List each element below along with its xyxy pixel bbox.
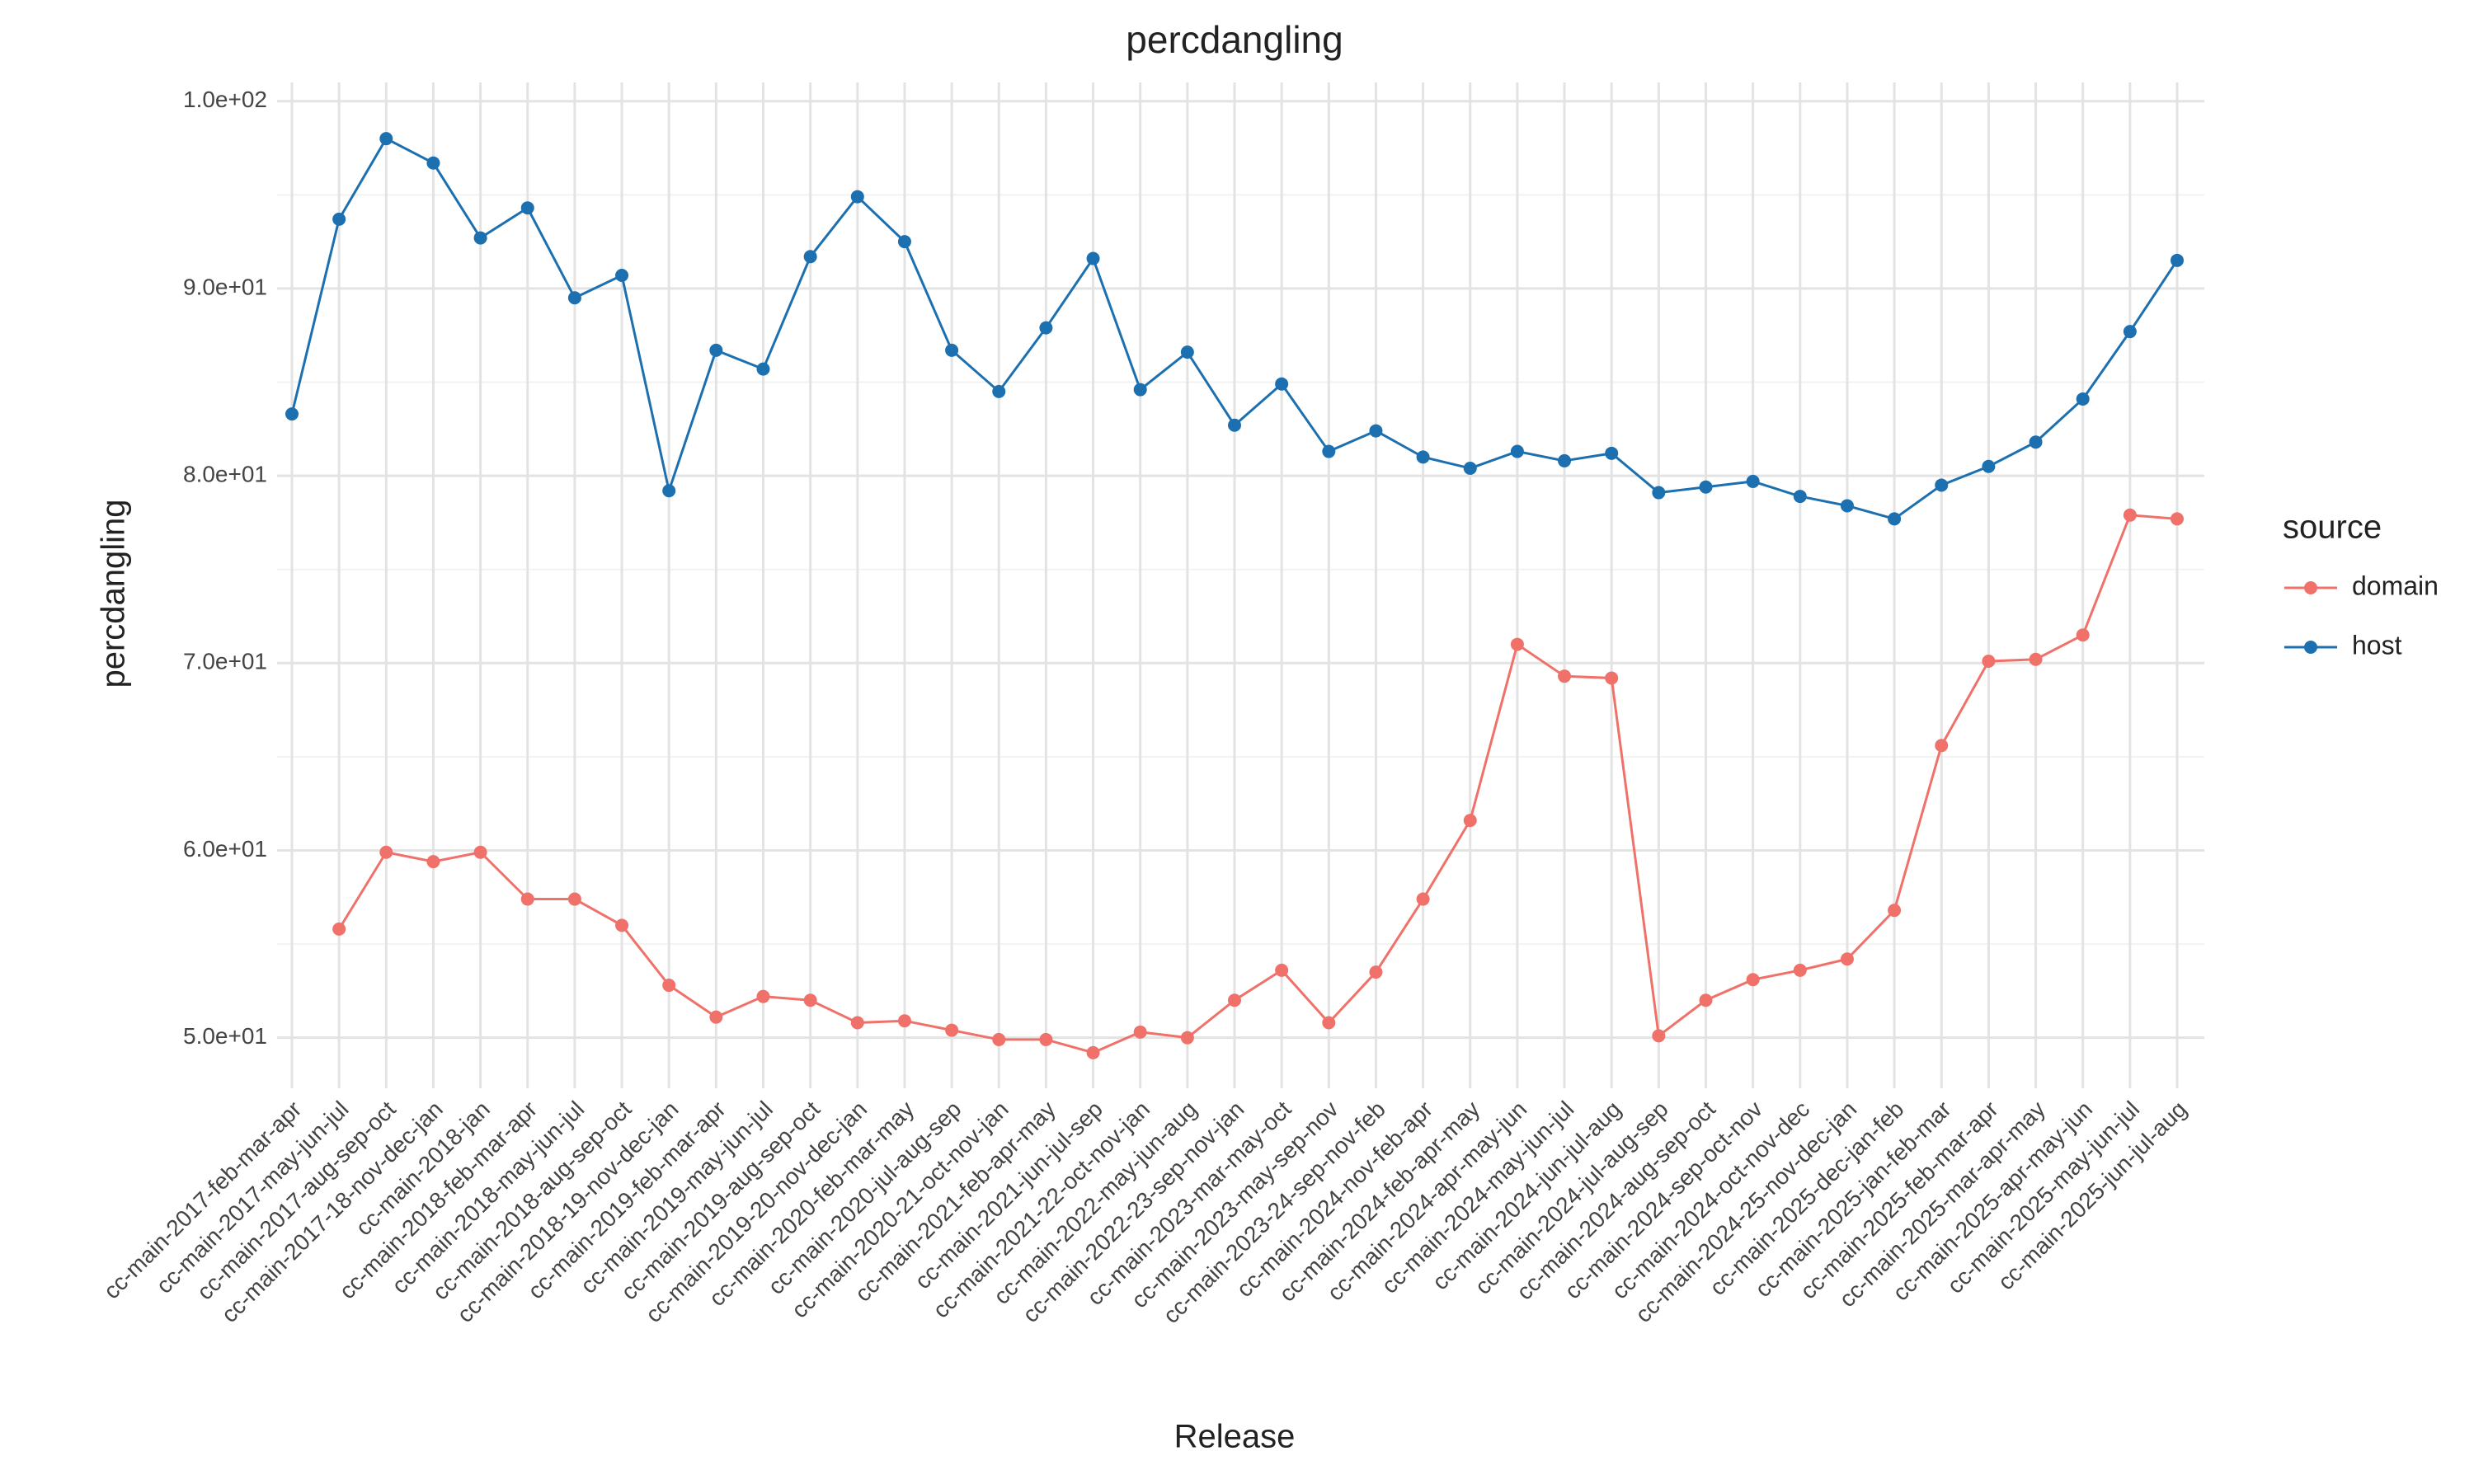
- data-point: [2076, 628, 2090, 642]
- y-tick-label: 8.0e+01: [183, 461, 267, 486]
- data-point: [1133, 1025, 1147, 1039]
- data-point: [709, 1010, 723, 1024]
- data-point: [2123, 508, 2137, 522]
- data-point: [992, 1032, 1006, 1046]
- data-point: [332, 212, 346, 226]
- data-point: [1510, 444, 1524, 458]
- data-point: [1322, 444, 1336, 458]
- data-point: [1369, 424, 1383, 438]
- data-point: [1275, 377, 1289, 391]
- legend-title: source: [2283, 510, 2382, 546]
- data-point: [1086, 1045, 1100, 1059]
- data-point: [1039, 321, 1053, 335]
- data-point: [426, 156, 440, 170]
- data-point: [2171, 512, 2184, 526]
- data-point: [1935, 478, 1949, 492]
- data-point: [1228, 418, 1241, 432]
- data-point: [1275, 963, 1289, 977]
- data-point: [1558, 669, 1572, 683]
- data-point: [615, 918, 629, 932]
- data-point: [1180, 345, 1194, 359]
- data-point: [803, 250, 817, 264]
- y-axis-title: percdangling: [96, 499, 132, 688]
- data-point: [897, 1014, 911, 1028]
- data-point: [1416, 450, 1430, 464]
- data-point: [662, 484, 676, 498]
- data-point: [803, 993, 817, 1007]
- legend-label: host: [2352, 630, 2402, 660]
- data-point: [1605, 671, 1619, 685]
- data-point: [1510, 637, 1524, 651]
- data-point: [992, 384, 1006, 398]
- data-point: [1463, 462, 1477, 476]
- legend-label: domain: [2352, 571, 2439, 600]
- data-point: [1369, 965, 1383, 979]
- data-point: [332, 922, 346, 936]
- data-point: [1840, 499, 1854, 513]
- data-point: [1888, 512, 1902, 526]
- data-point: [1463, 814, 1477, 828]
- data-point: [709, 343, 723, 357]
- y-tick-label: 5.0e+01: [183, 1023, 267, 1049]
- series-line: [337, 514, 2178, 1054]
- data-point: [1086, 251, 1100, 265]
- data-point: [520, 892, 534, 906]
- y-tick-label: 6.0e+01: [183, 836, 267, 862]
- data-point: [473, 231, 487, 245]
- data-point: [1888, 904, 1902, 918]
- legend-marker: [2304, 581, 2317, 594]
- data-point: [1699, 993, 1713, 1007]
- data-point: [1416, 892, 1430, 906]
- data-point: [1133, 383, 1147, 397]
- data-point: [2029, 652, 2043, 666]
- data-point: [2029, 435, 2043, 449]
- data-point: [1746, 973, 1760, 987]
- data-point: [2076, 392, 2090, 406]
- data-point: [567, 291, 581, 305]
- data-point: [945, 343, 959, 357]
- x-axis-title: Release: [1174, 1419, 1296, 1455]
- data-point: [756, 989, 770, 1003]
- y-tick-label: 1.0e+02: [183, 87, 267, 112]
- data-point: [1982, 459, 1996, 473]
- data-point: [473, 845, 487, 859]
- data-point: [520, 201, 534, 215]
- data-point: [1322, 1016, 1336, 1030]
- data-point: [756, 362, 770, 376]
- data-point: [1982, 655, 1996, 669]
- data-point: [1746, 474, 1760, 488]
- data-point: [1935, 739, 1949, 753]
- data-point: [1039, 1032, 1053, 1046]
- data-point: [426, 855, 440, 869]
- data-point: [1180, 1031, 1194, 1045]
- x-tick-label: cc-main-2017-may-jun-jul: [151, 1097, 353, 1298]
- data-point: [850, 1016, 864, 1030]
- data-point: [285, 407, 299, 421]
- y-tick-label: 7.0e+01: [183, 649, 267, 674]
- data-point: [1840, 952, 1854, 966]
- y-tick-label: 9.0e+01: [183, 274, 267, 299]
- data-point: [1228, 993, 1241, 1007]
- data-point: [662, 979, 676, 993]
- data-point: [1793, 963, 1807, 977]
- grid: [277, 82, 2204, 1088]
- data-point: [1605, 446, 1619, 460]
- data-point: [1652, 1029, 1666, 1043]
- chart-title: percdangling: [1126, 18, 1343, 61]
- data-point: [850, 190, 864, 204]
- data-point: [379, 132, 393, 146]
- data-point: [615, 269, 629, 283]
- data-point: [1652, 486, 1666, 500]
- data-point: [379, 845, 393, 859]
- data-point: [2123, 325, 2137, 339]
- data-point: [897, 235, 911, 249]
- data-point: [1793, 490, 1807, 504]
- data-point: [2171, 253, 2184, 267]
- data-point: [567, 892, 581, 906]
- data-point: [945, 1023, 959, 1037]
- legend-marker: [2304, 641, 2317, 654]
- data-point: [1699, 480, 1713, 494]
- data-point: [1558, 453, 1572, 467]
